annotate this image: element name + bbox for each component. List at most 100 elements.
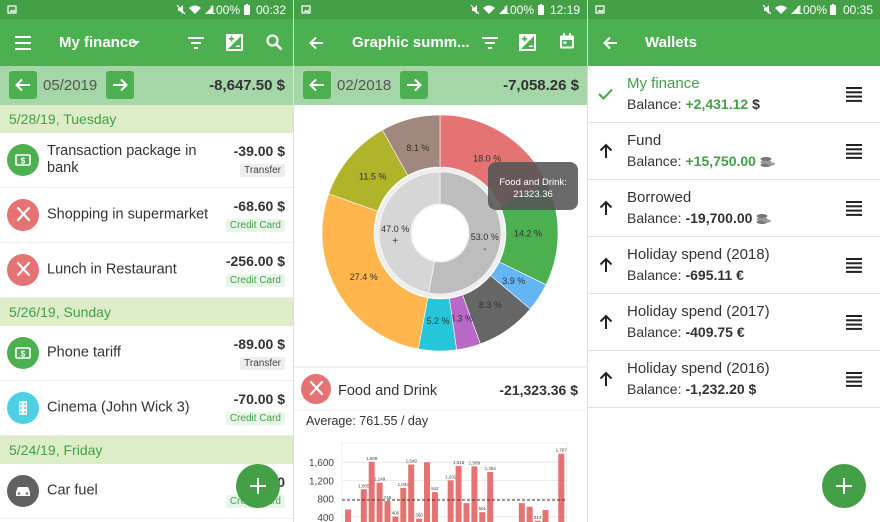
filter-button[interactable] <box>482 34 498 50</box>
next-month-button[interactable] <box>400 71 428 99</box>
reorder-handle-part <box>846 95 862 98</box>
transaction-amount: -39.00 $ <box>233 143 285 159</box>
y-tick-label: 1,200 <box>309 476 334 487</box>
category-icon <box>7 199 39 231</box>
back-button[interactable] <box>602 35 618 51</box>
bar <box>526 506 533 522</box>
system-icons-part <box>775 5 787 14</box>
category-icon-part <box>19 401 27 415</box>
reorder-handle-part <box>846 384 862 387</box>
wallet-row[interactable]: My finance Balance: +2,431.12 $ <box>588 66 880 123</box>
reorder-handle[interactable] <box>846 258 862 273</box>
category-icon-part <box>15 154 31 166</box>
bar <box>518 503 525 522</box>
status-icon-part <box>595 5 605 14</box>
calendar-button-part <box>562 40 572 47</box>
category-icon-part <box>24 411 26 413</box>
next-month-button-part <box>407 78 422 92</box>
wallet-row[interactable]: Holiday spend (2018) Balance: -695.11 € <box>588 237 880 294</box>
calendar-button-part <box>569 33 571 37</box>
month-total: -7,058.26 $ <box>503 77 579 94</box>
toolbar: Graphic summ... <box>294 19 587 66</box>
menu-button[interactable] <box>15 34 31 50</box>
chart-button[interactable] <box>519 34 536 51</box>
y-tick-label: 400 <box>317 513 334 522</box>
add-button[interactable] <box>236 464 280 508</box>
category-name: Food and Drink <box>338 383 438 399</box>
date: 5/24/19, Friday <box>9 442 103 458</box>
add-button[interactable] <box>822 464 866 508</box>
payment-tag: Transfer <box>240 164 285 177</box>
bar <box>384 501 391 522</box>
filter-button[interactable] <box>188 34 204 50</box>
screen-title[interactable]: My finance <box>59 34 137 51</box>
reorder-handle-part <box>846 266 862 269</box>
system-icons <box>176 4 213 15</box>
transaction-name: Transaction package in bank <box>47 143 197 176</box>
wallet-name: Borrowed <box>627 189 692 206</box>
transaction-row[interactable]: $ Phone tariff -89.00 $ Transfer <box>0 326 293 381</box>
transaction-amount: -68.60 $ <box>233 198 285 214</box>
bar <box>447 480 454 522</box>
status-icon <box>595 5 605 14</box>
transaction-amount: -70.00 $ <box>233 391 285 407</box>
bar-label: 1,609 <box>366 456 378 461</box>
tooltip-value: 21323.36 <box>513 189 553 200</box>
bar-chart-frame <box>341 442 568 522</box>
wallet-row[interactable]: Holiday spend (2017) Balance: -409.75 € <box>588 294 880 351</box>
prev-month-button[interactable] <box>303 71 331 99</box>
outer-slice <box>382 114 441 176</box>
status-icon-part <box>7 5 17 14</box>
wallet-arrow-part <box>599 371 613 386</box>
category-total: -21,323.36 $ <box>499 382 578 398</box>
reorder-handle[interactable] <box>846 372 862 387</box>
transaction-name: Car fuel <box>47 482 98 499</box>
next-month-button[interactable] <box>106 71 134 99</box>
outer-slice-label: 3.3 % <box>450 313 473 323</box>
back-button[interactable] <box>308 35 324 51</box>
reorder-handle-part <box>846 213 862 216</box>
bar <box>542 509 549 522</box>
reorder-handle[interactable] <box>846 144 862 159</box>
balance-label: Balance: <box>627 96 682 112</box>
search-button[interactable] <box>266 34 283 51</box>
next-month-button-part <box>113 78 128 92</box>
wallet-arrow-part <box>599 200 613 215</box>
reorder-handle[interactable] <box>846 87 862 102</box>
clock: 00:35 <box>842 3 873 17</box>
transaction-row[interactable]: Lunch in Restaurant -256.00 $ Credit Card <box>0 243 293 298</box>
balance-amount: +15,750.00 <box>685 153 756 169</box>
status-bar: 100% 00:32 <box>0 0 293 19</box>
transaction-row[interactable]: Cinema (John Wick 3) -70.00 $ Credit Card <box>0 381 293 436</box>
reorder-handle-part <box>846 156 862 159</box>
back-button-part <box>309 36 323 50</box>
reorder-handle[interactable] <box>846 201 862 216</box>
transaction-name: Lunch in Restaurant <box>47 261 177 278</box>
filter-button-part <box>194 47 198 49</box>
balance-amount: -409.75 € <box>685 324 745 340</box>
reorder-handle-part <box>846 258 862 260</box>
system-icons-part <box>189 5 201 14</box>
add-button-part <box>836 478 852 494</box>
system-icons-part <box>499 6 507 14</box>
category-icon-part <box>20 411 22 413</box>
wallet-row[interactable]: Fund Balance: +15,750.00 <box>588 123 880 180</box>
search-button-part <box>266 34 279 47</box>
chart-button-part <box>523 36 526 42</box>
transaction-row[interactable]: Shopping in supermarket -68.60 $ Credit Ca… <box>0 188 293 243</box>
reorder-handle[interactable] <box>846 315 862 330</box>
wallet-row[interactable]: Holiday spend (2016) Balance: -1,232.20 $ <box>588 351 880 408</box>
bar-label: 1,033 <box>398 482 410 487</box>
wallet-arrow-part <box>599 257 613 272</box>
chart-button[interactable] <box>226 34 243 51</box>
bar-label: 1,384 <box>485 466 497 471</box>
calendar-button[interactable] <box>559 33 575 49</box>
prev-month-button[interactable] <box>9 71 37 99</box>
category-icon-part <box>309 380 324 396</box>
transaction-row[interactable]: $ Transaction package in bank -39.00 $ Tran… <box>0 133 293 188</box>
wallet-row[interactable]: Borrowed Balance: -19,700.00 <box>588 180 880 237</box>
summary-screen: 100% 12:19 Graphic summ... 02/2018 -7,058.26… <box>294 0 588 522</box>
balance-label: Balance: <box>627 381 682 397</box>
battery-icon <box>830 4 836 15</box>
